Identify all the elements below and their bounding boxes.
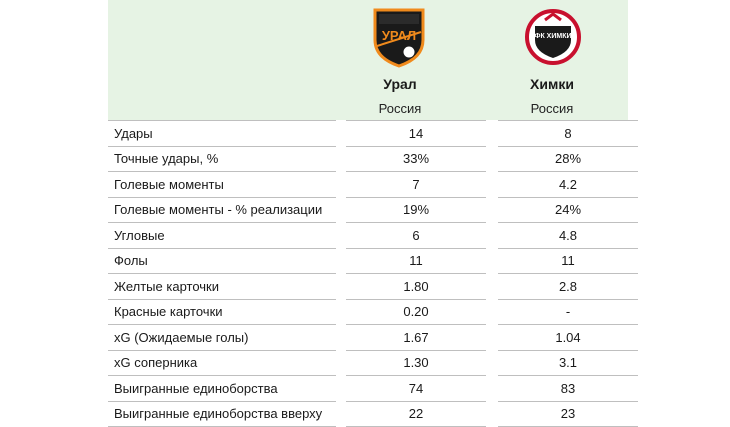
column-gap: [336, 351, 346, 377]
column-gap: [336, 198, 346, 224]
stat-label: Фолы: [108, 249, 336, 275]
stat-label: Угловые: [108, 223, 336, 249]
stat-value-khimki: 24%: [498, 198, 638, 224]
column-gap: [336, 274, 346, 300]
stat-value-ural: 11: [346, 249, 486, 275]
stat-label: Желтые карточки: [108, 274, 336, 300]
stat-value-khimki: -: [498, 300, 638, 326]
stat-value-khimki: 11: [498, 249, 638, 275]
column-gap: [486, 147, 498, 173]
stat-label: Красные карточки: [108, 300, 336, 326]
stat-value-ural: 22: [346, 402, 486, 427]
stat-label: Голевые моменты: [108, 172, 336, 198]
stat-label: Удары: [108, 120, 336, 147]
table-row: Голевые моменты - % реализации 19% 24%: [108, 198, 638, 224]
team-country-khimki: Россия: [482, 101, 622, 116]
stat-value-ural: 7: [346, 172, 486, 198]
table-row: xG (Ожидаемые голы) 1.67 1.04: [108, 325, 638, 351]
column-gap: [486, 198, 498, 224]
khimki-club-crest: ФК ХИМКИ: [525, 6, 581, 68]
stat-label: Точные удары, %: [108, 147, 336, 173]
stat-value-ural: 1.80: [346, 274, 486, 300]
column-gap: [486, 249, 498, 275]
table-row: Точные удары, % 33% 28%: [108, 147, 638, 173]
stat-value-khimki: 3.1: [498, 351, 638, 377]
stat-value-khimki: 83: [498, 376, 638, 402]
table-row: Фолы 11 11: [108, 249, 638, 275]
stat-value-ural: 1.67: [346, 325, 486, 351]
stat-value-khimki: 2.8: [498, 274, 638, 300]
column-gap: [336, 172, 346, 198]
stat-label: xG соперника: [108, 351, 336, 377]
team-name-ural: Урал: [330, 76, 470, 92]
table-row: Угловые 6 4.8: [108, 223, 638, 249]
stat-value-khimki: 28%: [498, 147, 638, 173]
column-gap: [486, 376, 498, 402]
table-row: Красные карточки 0.20-: [108, 300, 638, 326]
stat-value-ural: 1.30: [346, 351, 486, 377]
stat-value-ural: 0.20: [346, 300, 486, 326]
column-gap: [486, 223, 498, 249]
team-country-ural: Россия: [330, 101, 470, 116]
stat-value-ural: 74: [346, 376, 486, 402]
stat-value-khimki: 23: [498, 402, 638, 427]
column-gap: [336, 325, 346, 351]
stat-value-ural: 19%: [346, 198, 486, 224]
stat-label: xG (Ожидаемые голы): [108, 325, 336, 351]
stat-value-khimki: 4.2: [498, 172, 638, 198]
stat-value-ural: 6: [346, 223, 486, 249]
column-gap: [336, 249, 346, 275]
stat-value-ural: 14: [346, 120, 486, 147]
column-gap: [486, 402, 498, 427]
team-name-khimki: Химки: [482, 76, 622, 92]
stat-label: Выигранные единоборства: [108, 376, 336, 402]
column-gap: [336, 300, 346, 326]
stat-value-ural: 33%: [346, 147, 486, 173]
column-gap: [486, 300, 498, 326]
table-row: Выигранные единоборства 74 83: [108, 376, 638, 402]
column-gap: [486, 120, 498, 147]
table-row: Желтые карточки 1.80 2.8: [108, 274, 638, 300]
stat-label: Голевые моменты - % реализации: [108, 198, 336, 224]
column-gap: [336, 223, 346, 249]
ural-club-crest: УРАЛ: [371, 6, 427, 68]
stat-value-khimki: 4.8: [498, 223, 638, 249]
table-row: xG соперника 1.30 3.1: [108, 351, 638, 377]
table-row: Голевые моменты 7 4.2: [108, 172, 638, 198]
column-gap: [336, 147, 346, 173]
table-row: Удары 14 8: [108, 120, 638, 147]
column-gap: [486, 351, 498, 377]
stat-label: Выигранные единоборства вверху: [108, 402, 336, 427]
stat-value-khimki: 1.04: [498, 325, 638, 351]
column-gap: [486, 274, 498, 300]
column-gap: [486, 325, 498, 351]
column-gap: [486, 172, 498, 198]
column-gap: [336, 120, 346, 147]
khimki-logo-text: ФК ХИМКИ: [534, 33, 571, 40]
table-row: Выигранные единоборства вверху 22 23: [108, 402, 638, 427]
stat-value-khimki: 8: [498, 120, 638, 147]
column-gap: [336, 402, 346, 427]
column-gap: [336, 376, 346, 402]
